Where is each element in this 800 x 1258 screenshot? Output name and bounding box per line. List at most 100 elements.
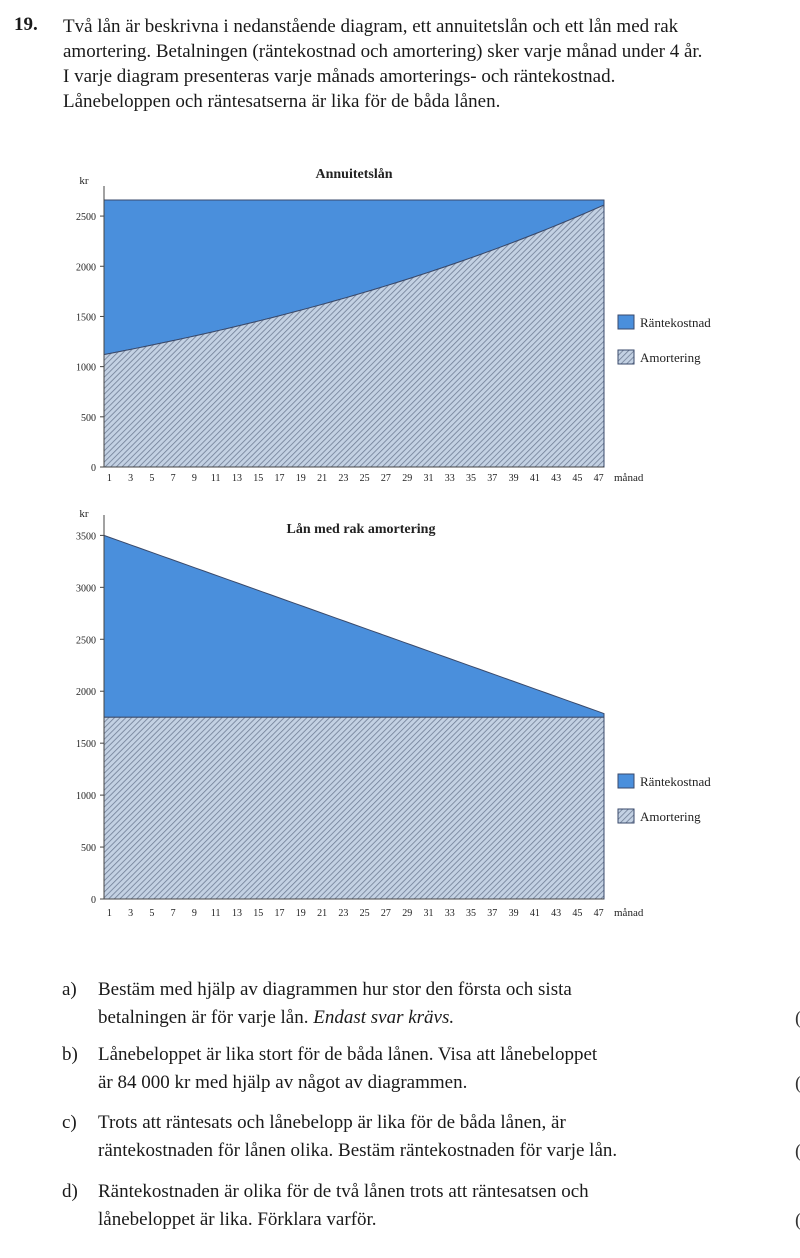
question-line: betalningen är för varje lån. Endast sva… — [98, 1004, 572, 1032]
x-tick-label: 11 — [211, 473, 221, 484]
x-axis-label: månad — [614, 907, 644, 919]
y-tick-label: 0 — [91, 463, 96, 474]
y-tick-label: 500 — [81, 843, 96, 854]
question-line: räntekostnaden för lånen olika. Bestäm r… — [98, 1140, 618, 1161]
problem-line: Lånebeloppen och räntesatserna är lika f… — [63, 91, 501, 112]
x-tick-label: 23 — [338, 473, 348, 484]
x-tick-label: 47 — [594, 908, 604, 919]
y-axis-label: kr — [79, 508, 89, 520]
problem-line: I varje diagram presenteras varje månads… — [63, 66, 616, 87]
margin-mark: ( — [795, 1141, 800, 1163]
question-line: Lånebeloppet är lika stort för de båda l… — [98, 1044, 598, 1065]
x-tick-label: 43 — [551, 473, 561, 484]
margin-mark: ( — [795, 1008, 800, 1030]
x-tick-label: 31 — [423, 908, 433, 919]
legend-label-amortization: Amortering — [640, 809, 701, 824]
y-tick-label: 2000 — [76, 687, 96, 698]
x-tick-label: 5 — [149, 473, 154, 484]
question-letter: b) — [62, 1044, 78, 1065]
x-axis-label: månad — [614, 472, 644, 484]
y-tick-label: 2500 — [76, 635, 96, 646]
question-line: Trots att räntesats och lånebelopp är li… — [98, 1112, 566, 1133]
x-tick-label: 37 — [487, 908, 497, 919]
legend-swatch-interest — [617, 314, 635, 330]
question-letter: c) — [62, 1112, 77, 1133]
x-tick-label: 7 — [171, 473, 176, 484]
x-tick-label: 15 — [253, 908, 263, 919]
answer-only-note: Endast svar krävs. — [313, 1007, 455, 1028]
y-tick-label: 3000 — [76, 583, 96, 594]
y-tick-label: 0 — [91, 895, 96, 906]
x-tick-label: 19 — [296, 473, 306, 484]
legend-label-amortization: Amortering — [640, 350, 701, 365]
question-text: Lånebeloppet är lika stort för de båda l… — [98, 1041, 597, 1097]
problem-number: 19. — [14, 14, 38, 35]
x-tick-label: 45 — [572, 473, 582, 484]
x-tick-label: 29 — [402, 908, 412, 919]
problem-text: Två lån är beskrivna i nedanstående diag… — [63, 14, 783, 114]
y-tick-label: 1500 — [76, 312, 96, 323]
chart-title: Annuitetslån — [315, 167, 392, 182]
x-tick-label: 19 — [296, 908, 306, 919]
question-line: är 84 000 kr med hjälp av något av diagr… — [98, 1072, 468, 1093]
legend-swatch-amortization — [617, 808, 635, 824]
x-tick-label: 9 — [192, 908, 197, 919]
problem-line: amortering. Betalningen (räntekostnad oc… — [63, 41, 703, 62]
x-tick-label: 15 — [253, 473, 263, 484]
y-tick-label: 2500 — [76, 212, 96, 223]
question-text: Räntekostnaden är olika för de två lånen… — [98, 1178, 589, 1234]
x-tick-label: 21 — [317, 908, 327, 919]
x-tick-label: 27 — [381, 908, 391, 919]
amortization-area — [103, 716, 605, 900]
question-letter: a) — [62, 979, 77, 1000]
x-tick-label: 23 — [338, 908, 348, 919]
x-tick-label: 41 — [530, 473, 540, 484]
x-tick-label: 27 — [381, 473, 391, 484]
question-line: Bestäm med hjälp av diagrammen hur stor … — [98, 979, 572, 1000]
question-letter: d) — [62, 1181, 78, 1202]
y-tick-label: 1500 — [76, 739, 96, 750]
chart-title: Lån med rak amortering — [287, 522, 436, 537]
question-line: lånebeloppet är lika. Förklara varför. — [98, 1209, 377, 1230]
x-tick-label: 25 — [360, 473, 370, 484]
question-line-part: betalningen är för varje lån. — [98, 1007, 309, 1028]
y-tick-label: 500 — [81, 413, 96, 424]
legend-swatch-amortization — [617, 349, 635, 365]
x-tick-label: 33 — [445, 473, 455, 484]
x-tick-label: 1 — [107, 908, 112, 919]
question-text: Bestäm med hjälp av diagrammen hur stor … — [98, 976, 572, 1032]
x-tick-label: 25 — [360, 908, 370, 919]
x-tick-label: 3 — [128, 908, 133, 919]
x-tick-label: 9 — [192, 473, 197, 484]
x-tick-label: 21 — [317, 473, 327, 484]
x-tick-label: 17 — [275, 908, 285, 919]
x-tick-label: 13 — [232, 908, 242, 919]
margin-mark: ( — [795, 1073, 800, 1095]
question-line: Räntekostnaden är olika för de två lånen… — [98, 1181, 589, 1202]
legend-swatch-interest — [617, 773, 635, 789]
margin-mark: ( — [795, 1210, 800, 1232]
x-tick-label: 7 — [171, 908, 176, 919]
x-tick-label: 47 — [594, 473, 604, 484]
x-tick-label: 13 — [232, 473, 242, 484]
y-tick-label: 2000 — [76, 262, 96, 273]
x-tick-label: 3 — [128, 473, 133, 484]
x-tick-label: 35 — [466, 908, 476, 919]
x-tick-label: 1 — [107, 473, 112, 484]
x-tick-label: 11 — [211, 908, 221, 919]
x-tick-label: 31 — [423, 473, 433, 484]
y-axis-label: kr — [79, 175, 89, 187]
x-tick-label: 37 — [487, 473, 497, 484]
y-tick-label: 1000 — [76, 791, 96, 802]
interest-area — [103, 534, 605, 718]
legend-label-interest: Räntekostnad — [640, 315, 711, 330]
question-text: Trots att räntesats och lånebelopp är li… — [98, 1109, 617, 1165]
x-tick-label: 35 — [466, 473, 476, 484]
x-tick-label: 5 — [149, 908, 154, 919]
x-tick-label: 29 — [402, 473, 412, 484]
x-tick-label: 45 — [572, 908, 582, 919]
x-tick-label: 17 — [275, 473, 285, 484]
